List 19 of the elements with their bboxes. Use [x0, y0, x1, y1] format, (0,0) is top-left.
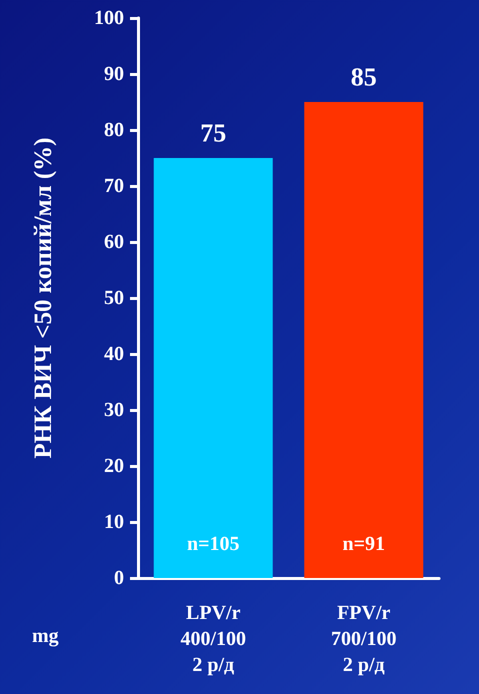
- data-label: 75: [200, 118, 226, 148]
- y-tick-label: 90: [104, 63, 124, 85]
- text: mg: [32, 625, 59, 647]
- y-tick-label: 30: [104, 399, 124, 421]
- y-tick-label: 40: [104, 343, 124, 365]
- y-tick-label: 80: [104, 119, 124, 141]
- y-tick-label: 70: [104, 175, 124, 197]
- y-tick-label: 10: [104, 511, 124, 533]
- x-tick-label: FPV/r 700/100 2 р/д: [330, 602, 397, 676]
- y-axis-title: РНК ВИЧ <50 копий/мл (%): [30, 138, 57, 458]
- annotation: n=91: [342, 533, 386, 555]
- data-label: 85: [350, 62, 377, 92]
- y-tick-label: 50: [104, 287, 124, 309]
- annotation: n=105: [186, 533, 240, 555]
- y-tick-label: 0: [114, 567, 124, 589]
- y-tick-label: 100: [94, 7, 124, 29]
- x-tick-label: LPV/r 400/100 2 р/д: [180, 602, 246, 676]
- y-tick-label: 20: [104, 455, 124, 477]
- y-tick-label: 60: [104, 231, 124, 253]
